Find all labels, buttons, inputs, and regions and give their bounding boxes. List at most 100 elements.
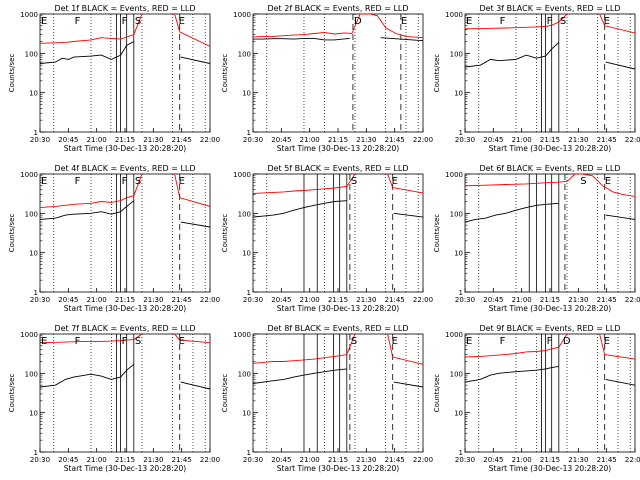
segment-marker-label: E bbox=[604, 336, 610, 347]
events-series-line bbox=[605, 61, 635, 70]
x-tick-label: 20:45 bbox=[483, 296, 503, 304]
y-axis-label: Counts/sec bbox=[8, 54, 16, 93]
plot-frame bbox=[39, 13, 211, 133]
lld-series-line bbox=[566, 174, 635, 197]
x-tick-label: 22:00 bbox=[200, 136, 220, 144]
lld-series-line bbox=[40, 34, 134, 44]
x-tick-label: 21:00 bbox=[300, 296, 320, 304]
y-axis-label: Counts/sec bbox=[221, 214, 229, 253]
x-tick-label: 21:30 bbox=[568, 456, 588, 464]
events-series-line bbox=[465, 202, 559, 223]
lld-series-line bbox=[558, 14, 568, 23]
x-tick-label: 21:00 bbox=[87, 456, 107, 464]
y-axis-label: Counts/sec bbox=[8, 374, 16, 413]
events-series-line bbox=[605, 378, 635, 386]
x-tick-label: 20:30 bbox=[243, 296, 263, 304]
y-tick-label: 1 bbox=[459, 449, 463, 457]
x-tick-label: 21:00 bbox=[300, 136, 320, 144]
segment-marker-label: F bbox=[75, 336, 81, 347]
x-tick-label: 22:00 bbox=[200, 296, 220, 304]
x-tick-label: 20:30 bbox=[243, 456, 263, 464]
y-axis-label: Counts/sec bbox=[433, 214, 441, 253]
plot-area bbox=[465, 174, 635, 292]
segment-marker-label: F bbox=[122, 336, 128, 347]
y-tick-label: 10 bbox=[454, 410, 463, 418]
segment-marker-label: S bbox=[351, 336, 357, 347]
x-tick-label: 20:30 bbox=[243, 136, 263, 144]
x-tick-label: 20:45 bbox=[483, 456, 503, 464]
y-tick-label: 1000 bbox=[233, 171, 251, 179]
y-tick-label: 100 bbox=[25, 370, 38, 378]
lld-series-line bbox=[346, 334, 356, 355]
events-series-line bbox=[465, 365, 559, 383]
panel-title: Det 6f BLACK = Events, RED = LLD bbox=[479, 164, 620, 173]
x-tick-label: 21:15 bbox=[328, 136, 348, 144]
panel-title: Det 3f BLACK = Events, RED = LLD bbox=[479, 4, 620, 13]
x-axis-label: Start Time (30-Dec-13 20:28:20) bbox=[64, 464, 186, 473]
panel-det-6: Det 6f BLACK = Events, RED = LLD S E 1 10 100… bbox=[433, 164, 640, 313]
lld-series-line bbox=[133, 14, 143, 35]
x-axis-label: Start Time (30-Dec-13 20:28:20) bbox=[277, 464, 399, 473]
lld-series-line bbox=[40, 339, 134, 344]
x-tick-label: 21:45 bbox=[172, 296, 192, 304]
x-axis-label: Start Time (30-Dec-13 20:28:20) bbox=[277, 144, 399, 153]
panel-title: Det 2f BLACK = Events, RED = LLD bbox=[267, 4, 408, 13]
events-series-line bbox=[465, 42, 560, 68]
segment-marker-label: E bbox=[41, 16, 47, 27]
events-series-line bbox=[380, 37, 423, 42]
y-tick-label: 100 bbox=[450, 370, 463, 378]
y-tick-label: 1 bbox=[34, 449, 38, 457]
segment-marker-label: D bbox=[563, 336, 571, 347]
events-series-line bbox=[253, 200, 347, 218]
lld-series-line bbox=[387, 174, 423, 194]
x-tick-label: 22:00 bbox=[413, 296, 433, 304]
plot-area bbox=[40, 14, 210, 132]
events-series-line bbox=[180, 381, 210, 390]
lld-series-line bbox=[253, 186, 347, 194]
segment-marker-label: E bbox=[179, 336, 185, 347]
x-tick-label: 21:30 bbox=[568, 136, 588, 144]
x-tick-label: 21:00 bbox=[87, 136, 107, 144]
x-tick-label: 20:45 bbox=[58, 456, 78, 464]
lld-series-line bbox=[133, 174, 143, 196]
segment-marker-label: E bbox=[179, 176, 185, 187]
plot-frame bbox=[464, 333, 636, 453]
y-tick-label: 10 bbox=[29, 250, 38, 258]
plot-area bbox=[465, 334, 635, 452]
events-series-line bbox=[180, 56, 210, 64]
panel-title: Det 8f BLACK = Events, RED = LLD bbox=[267, 324, 408, 333]
x-tick-label: 21:45 bbox=[172, 136, 192, 144]
y-tick-label: 1 bbox=[34, 129, 38, 137]
lld-series-line bbox=[253, 31, 352, 38]
segment-marker-label: E bbox=[41, 336, 47, 347]
segment-marker-label: F bbox=[547, 16, 553, 27]
plot-area bbox=[253, 174, 423, 292]
x-tick-label: 20:45 bbox=[58, 296, 78, 304]
panel-title: Det 4f BLACK = Events, RED = LLD bbox=[54, 164, 195, 173]
plot-frame bbox=[464, 13, 636, 133]
segment-marker-label: F bbox=[500, 336, 506, 347]
lld-series-line bbox=[40, 195, 134, 209]
segment-marker-label: S bbox=[580, 176, 586, 187]
lld-series-line bbox=[346, 174, 356, 187]
plot-frame bbox=[252, 13, 424, 133]
panel-title: Det 7f BLACK = Events, RED = LLD bbox=[54, 324, 195, 333]
y-tick-label: 1000 bbox=[233, 11, 251, 19]
y-tick-label: 1000 bbox=[445, 171, 463, 179]
x-axis-label: Start Time (30-Dec-13 20:28:20) bbox=[489, 144, 611, 153]
x-axis-label: Start Time (30-Dec-13 20:28:20) bbox=[64, 144, 186, 153]
y-tick-label: 100 bbox=[238, 210, 251, 218]
x-tick-label: 21:45 bbox=[385, 456, 405, 464]
x-tick-label: 21:15 bbox=[540, 456, 560, 464]
x-tick-label: 21:00 bbox=[512, 296, 532, 304]
x-tick-label: 22:00 bbox=[413, 456, 433, 464]
x-tick-label: 21:30 bbox=[143, 456, 163, 464]
segment-marker-label: E bbox=[466, 336, 472, 347]
x-tick-label: 21:15 bbox=[540, 136, 560, 144]
x-tick-label: 21:30 bbox=[143, 296, 163, 304]
segment-marker-label: E bbox=[392, 336, 398, 347]
segment-marker-label: E bbox=[179, 16, 185, 27]
y-tick-label: 10 bbox=[454, 90, 463, 98]
